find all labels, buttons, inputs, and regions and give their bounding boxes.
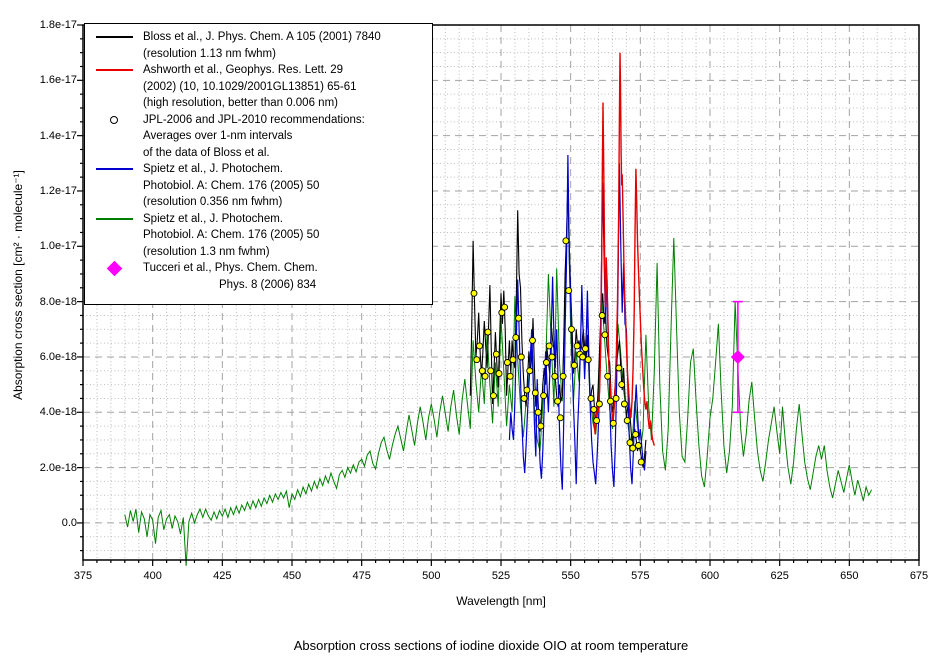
x-tick-label: 500 — [422, 570, 441, 582]
y-tick-label: 2.0e-18 — [39, 461, 77, 474]
legend-line-marker-icon — [95, 69, 133, 72]
legend-text-line: Averages over 1-nm intervals — [143, 130, 293, 142]
legend-text-line: of the data of Bloss et al. — [143, 146, 270, 159]
legend-text-line: (high resolution, better than 0.006 nm) — [143, 97, 338, 109]
legend-entry-text: Tucceri et al., Phys. Chem. Chem. Phys. 8… — [143, 260, 318, 293]
y-tick-label: 4.0e-18 — [39, 406, 77, 419]
legend-box: Bloss et al., J. Phys. Chem. A 105 (2001… — [84, 23, 433, 305]
legend-text-line: Phys. 8 (2006) 834 — [219, 278, 317, 291]
legend-entry-text: Spietz et al., J. Photochem. Photobiol. A… — [143, 211, 319, 261]
x-tick-label: 550 — [561, 570, 580, 582]
y-tick-label: 1.0e-17 — [39, 240, 77, 253]
series-ashworth-line — [592, 52, 655, 446]
x-tick-label: 525 — [491, 570, 511, 582]
series-tucceri-point — [730, 300, 745, 414]
legend-entry: Bloss et al., J. Phys. Chem. A 105 (2001… — [85, 29, 432, 62]
legend-marker-cell — [85, 29, 143, 46]
legend-diamond-marker-icon — [106, 260, 122, 277]
figure-caption: Absorption cross sections of iodine diox… — [293, 638, 689, 653]
x-tick-label: 425 — [213, 570, 232, 582]
y-tick-label: 1.4e-17 — [39, 129, 77, 142]
x-tick-label: 375 — [73, 570, 93, 582]
legend-entry: JPL-2006 and JPL-2010 recommendations: Av… — [85, 112, 432, 162]
legend-line-marker-icon — [95, 36, 133, 39]
legend-text-line: (resolution 0.356 nm fwhm) — [143, 196, 283, 208]
y-tick-label: 0.0 — [61, 516, 77, 529]
legend-line-marker-icon — [95, 168, 133, 171]
legend-text-line: JPL-2006 and JPL-2010 recommendations: — [143, 113, 365, 126]
x-tick-label: 675 — [909, 570, 929, 582]
legend-marker-cell — [85, 161, 143, 178]
legend-marker-cell — [85, 62, 143, 79]
legend-text-line: (resolution 1.13 nm fwhm) — [143, 47, 276, 60]
y-tick-label: 1.2e-17 — [39, 184, 77, 197]
series-spietz-lowres-line — [124, 190, 873, 566]
x-tick-label: 600 — [700, 570, 720, 582]
legend-text-line: Photobiol. A: Chem. 176 (2005) 50 — [143, 179, 320, 192]
series-spietz-highres-line — [508, 154, 647, 490]
x-tick-label: 400 — [143, 570, 162, 582]
legend-entry: Spietz et al., J. Photochem. Photobiol. A… — [85, 161, 432, 211]
y-tick-label: 8.0e-18 — [39, 295, 77, 308]
legend-marker-cell — [85, 112, 143, 129]
legend-marker-cell — [85, 211, 143, 228]
legend-line-marker-icon — [95, 217, 133, 220]
x-tick-label: 650 — [840, 570, 859, 582]
legend-text-line: Spietz et al., J. Photochem. — [143, 163, 283, 175]
legend-text-line: Spietz et al., J. Photochem. — [143, 212, 283, 225]
legend-entry: Tucceri et al., Phys. Chem. Chem. Phys. 8… — [85, 260, 432, 293]
legend-entry-text: JPL-2006 and JPL-2010 recommendations: Av… — [143, 112, 365, 162]
legend-text-line: Bloss et al., J. Phys. Chem. A 105 (2001… — [143, 31, 381, 43]
y-axis-title: Absorption cross section [cm² · molecule… — [11, 170, 25, 400]
axis-ticks — [77, 24, 920, 566]
legend-entry-text: Spietz et al., J. Photochem. Photobiol. A… — [143, 161, 319, 211]
legend-text-line: Photobiol. A: Chem. 176 (2005) 50 — [143, 229, 320, 241]
legend-entry: Spietz et al., J. Photochem. Photobiol. A… — [85, 211, 432, 261]
x-tick-label: 475 — [352, 570, 371, 582]
y-tick-label: 1.6e-17 — [39, 74, 77, 87]
legend-text-line: (2002) (10, 10.1029/2001GL13851) 65-61 — [143, 80, 357, 93]
legend-text-line: (resolution 1.3 nm fwhm) — [143, 245, 270, 258]
y-tick-label: 6.0e-18 — [39, 350, 77, 363]
legend-entry-text: Ashworth et al., Geophys. Res. Lett. 29 (… — [143, 62, 357, 112]
x-tick-label: 450 — [282, 570, 302, 582]
series-jpl-points — [470, 237, 645, 466]
x-axis-title: Wavelength [nm] — [456, 594, 546, 608]
x-tick-label: 575 — [631, 570, 650, 582]
legend-text-line: Tucceri et al., Phys. Chem. Chem. — [143, 262, 318, 274]
legend-entry: Ashworth et al., Geophys. Res. Lett. 29 (… — [85, 62, 432, 112]
legend-circle-marker-icon — [110, 115, 118, 124]
legend-entry-text: Bloss et al., J. Phys. Chem. A 105 (2001… — [143, 29, 381, 62]
legend-text-line: Ashworth et al., Geophys. Res. Lett. 29 — [143, 64, 344, 76]
x-tick-label: 625 — [770, 570, 789, 582]
y-tick-label: 1.8e-17 — [39, 19, 77, 31]
legend-marker-cell — [85, 260, 143, 277]
